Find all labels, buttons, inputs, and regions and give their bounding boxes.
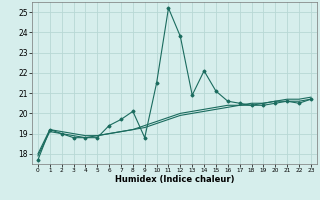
X-axis label: Humidex (Indice chaleur): Humidex (Indice chaleur) <box>115 175 234 184</box>
